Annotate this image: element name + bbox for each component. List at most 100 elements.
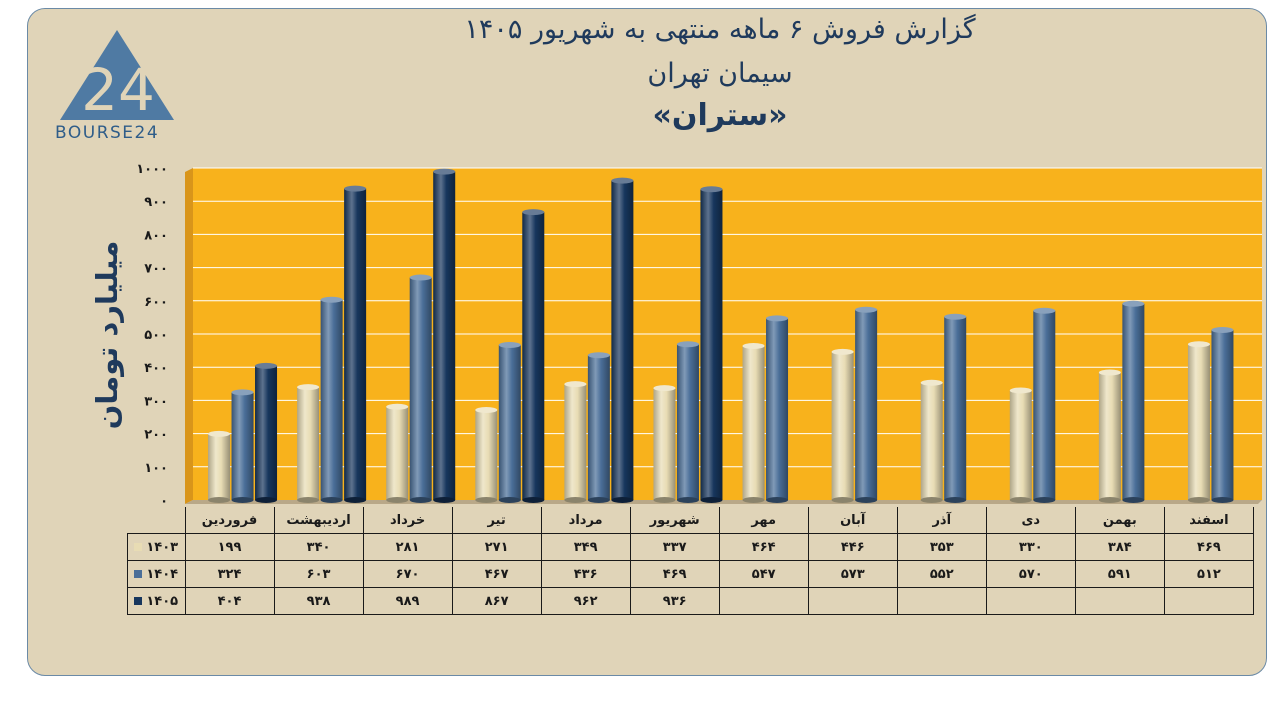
bar-top <box>475 407 498 414</box>
data-label: ۵۵۲ <box>896 560 987 588</box>
bar <box>766 318 789 500</box>
bar-base <box>564 497 587 503</box>
bar <box>409 277 432 500</box>
bar-base <box>297 497 320 503</box>
bar-base <box>344 497 367 503</box>
bar <box>344 188 367 501</box>
bar <box>433 171 456 501</box>
bar-base <box>920 497 943 503</box>
data-label: ۴۶۴ <box>718 533 809 561</box>
bar-base <box>255 497 278 503</box>
bar-base <box>1187 497 1210 503</box>
legend-swatch <box>134 570 143 578</box>
bar <box>700 189 723 501</box>
bar-top <box>766 315 789 322</box>
bar <box>498 344 521 500</box>
bar-top <box>320 296 343 303</box>
bar-base <box>1033 497 1056 503</box>
bar-top <box>1033 307 1056 314</box>
bar <box>1122 303 1145 500</box>
bar <box>522 212 545 500</box>
bourse24-logo: 24 <box>60 30 174 124</box>
data-label <box>807 587 898 615</box>
bar-base <box>320 497 343 503</box>
logo-number: 24 <box>81 56 155 124</box>
bar <box>1187 344 1210 500</box>
y-tick-label: ۱۰۰۰ <box>136 162 168 177</box>
bar-base <box>742 497 765 503</box>
bar-top <box>831 348 854 355</box>
category-label: فروردین <box>184 507 275 534</box>
company-symbol: «ستران» <box>652 98 788 133</box>
logo-text: BOURSE24 <box>55 123 160 143</box>
bar <box>1211 330 1234 500</box>
bar-base <box>831 497 854 503</box>
bar-top <box>231 389 254 396</box>
data-label: ۳۳۰ <box>985 533 1076 561</box>
bar-base <box>475 497 498 503</box>
bar-top <box>255 362 278 369</box>
bar-base <box>766 497 789 503</box>
bar-top <box>653 385 676 392</box>
data-label: ۴۳۶ <box>540 560 631 588</box>
data-label <box>1074 587 1165 615</box>
y-tick-label: ۲۰۰ <box>144 428 168 443</box>
bar <box>855 309 878 500</box>
bar-top <box>920 379 943 386</box>
category-label: مرداد <box>540 507 631 534</box>
bar-top <box>386 403 409 410</box>
series-label: ۱۴۰۴ <box>127 560 186 588</box>
bar-top <box>611 177 634 184</box>
legend-swatch <box>134 543 143 551</box>
bar-base <box>1122 497 1145 503</box>
bar <box>831 351 854 500</box>
data-label: ۳۸۴ <box>1074 533 1165 561</box>
bar-top <box>1122 300 1145 307</box>
y-tick-label: ۳۰۰ <box>144 394 168 409</box>
bar-base <box>208 497 231 503</box>
bar <box>1009 390 1032 500</box>
data-label: ۳۲۴ <box>184 560 275 588</box>
series-label: ۱۴۰۳ <box>127 533 186 561</box>
data-label: ۲۷۱ <box>451 533 542 561</box>
bar-base <box>676 497 699 503</box>
data-label: ۵۹۱ <box>1074 560 1165 588</box>
data-label: ۴۴۶ <box>807 533 898 561</box>
data-label: ۴۶۹ <box>629 560 720 588</box>
bar <box>676 344 699 500</box>
bar <box>920 382 943 500</box>
bar-base <box>587 497 610 503</box>
bar-top <box>208 430 231 437</box>
series-name: ۱۴۰۳ <box>146 539 179 555</box>
table-corner <box>128 507 186 534</box>
bar-base <box>944 497 967 503</box>
data-label: ۱۹۹ <box>184 533 275 561</box>
data-label: ۹۸۹ <box>362 587 453 615</box>
category-label: شهریور <box>629 507 720 534</box>
bar-top <box>1187 341 1210 348</box>
category-label: بهمن <box>1074 507 1165 534</box>
bar <box>386 406 409 500</box>
bar <box>1098 372 1121 500</box>
bar-top <box>700 186 723 193</box>
bar-top <box>944 313 967 320</box>
bar <box>742 345 765 500</box>
data-label <box>985 587 1076 615</box>
bar-top <box>433 168 456 175</box>
bar-top <box>297 384 320 391</box>
bar <box>944 316 967 500</box>
bar-top <box>409 274 432 281</box>
y-tick-label: ۰ <box>160 494 168 509</box>
data-label: ۸۶۷ <box>451 587 542 615</box>
y-tick-label: ۵۰۰ <box>144 328 168 343</box>
data-label: ۴۶۹ <box>1163 533 1255 561</box>
bar <box>1033 310 1056 500</box>
y-tick-label: ۴۰۰ <box>144 361 168 376</box>
bar <box>208 433 231 500</box>
y-tick-label: ۱۰۰ <box>144 461 168 476</box>
bar-base <box>386 497 409 503</box>
data-label: ۳۳۷ <box>629 533 720 561</box>
bar <box>611 180 634 500</box>
logo-triangle <box>60 30 174 120</box>
series-name: ۱۴۰۵ <box>146 593 179 609</box>
